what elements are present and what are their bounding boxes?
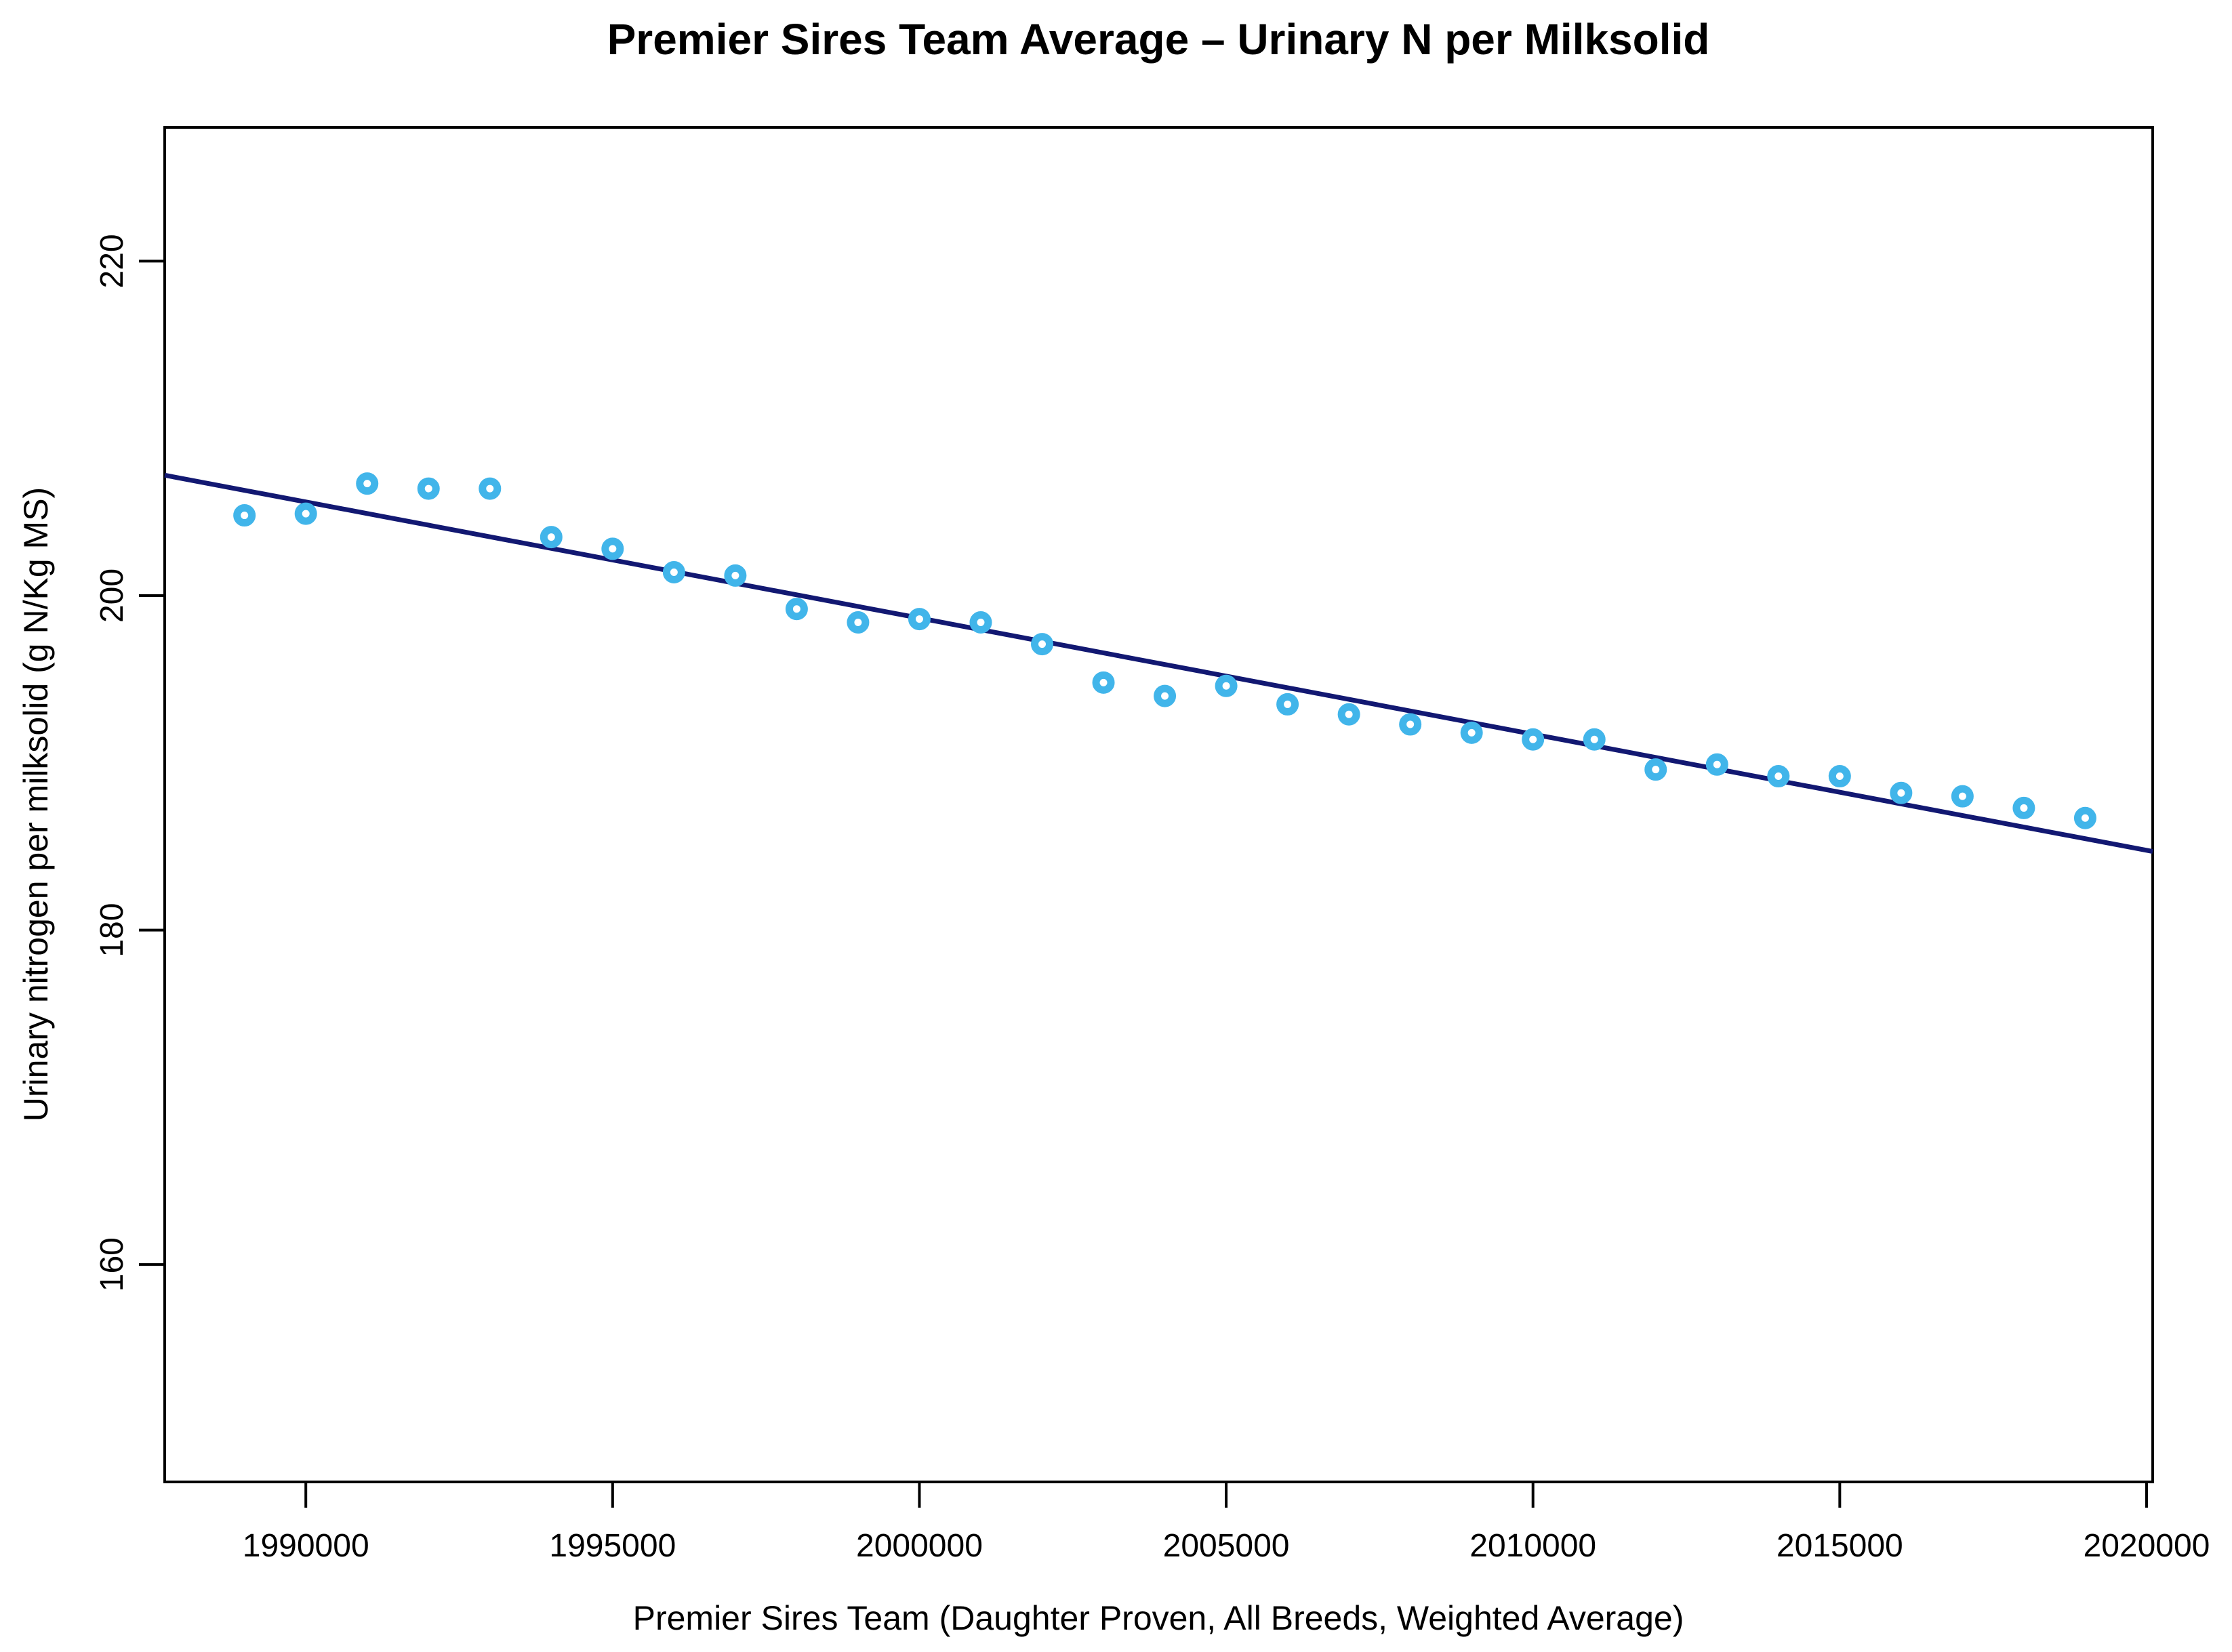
data-point <box>601 537 624 560</box>
y-tick-label: 160 <box>94 1237 130 1292</box>
data-point <box>356 472 379 495</box>
chart-title: Premier Sires Team Average – Urinary N p… <box>607 15 1710 64</box>
data-point <box>1951 785 1974 808</box>
data-point <box>540 526 563 549</box>
data-point <box>1031 633 1054 656</box>
x-tick-label: 2010000 <box>1469 1528 1596 1564</box>
series-layer <box>164 472 2153 854</box>
data-point <box>1522 728 1545 751</box>
x-tick-label: 2000000 <box>856 1528 983 1564</box>
data-point <box>233 504 256 527</box>
data-point <box>1337 703 1360 726</box>
data-point <box>417 477 440 500</box>
data-point <box>724 564 747 587</box>
data-point <box>1583 728 1606 751</box>
x-tick-label: 1990000 <box>243 1528 369 1564</box>
data-point <box>1092 671 1115 694</box>
y-tick-label: 220 <box>94 234 130 288</box>
data-point <box>1276 693 1299 716</box>
data-point <box>847 611 870 634</box>
data-point <box>2073 806 2096 829</box>
plot-border <box>163 126 2154 1483</box>
x-axis-label: Premier Sires Team (Daughter Proven, All… <box>633 1599 1684 1637</box>
data-point <box>1215 674 1238 697</box>
data-point <box>1644 758 1667 781</box>
x-tick-label: 2015000 <box>1777 1528 1903 1564</box>
data-point <box>479 477 502 500</box>
data-point <box>294 502 317 525</box>
data-point <box>1399 713 1422 736</box>
data-point <box>785 598 808 621</box>
data-point <box>1828 765 1851 788</box>
x-tick-label: 1995000 <box>549 1528 676 1564</box>
axes-layer: 1990000 1995000 2000000 2005000 2010000 20150… <box>94 126 2210 1564</box>
trend-line <box>164 472 2153 854</box>
y-tick-label: 180 <box>94 903 130 957</box>
data-point <box>662 560 685 583</box>
data-point <box>1767 765 1790 788</box>
x-tick-label: 2005000 <box>1163 1528 1290 1564</box>
y-axis-label: Urinary nitrogen per milksolid (g N/Kg M… <box>17 487 55 1121</box>
y-tick-label: 200 <box>94 569 130 623</box>
data-point <box>1154 684 1177 707</box>
data-point <box>1890 781 1913 804</box>
x-tick-label: 2020000 <box>2084 1528 2210 1564</box>
data-point <box>908 608 931 631</box>
data-point <box>1460 721 1483 744</box>
data-point <box>969 611 992 634</box>
data-point <box>2012 796 2035 819</box>
data-point <box>1705 753 1728 776</box>
